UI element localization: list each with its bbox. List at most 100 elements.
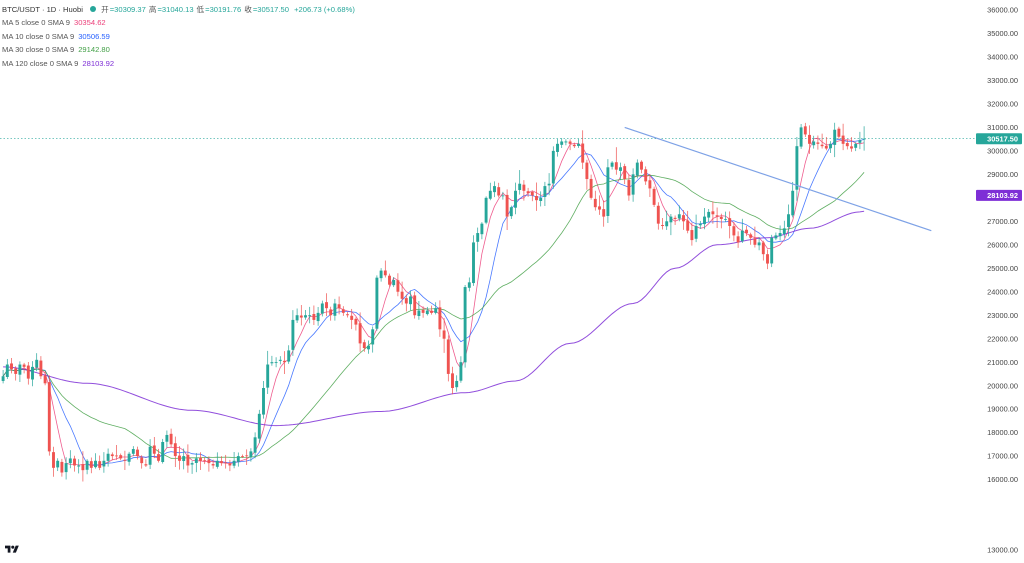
indicator-row[interactable]: MA 120 close 0 SMA 9 28103.92 [2, 57, 355, 70]
candle-body [493, 186, 496, 193]
indicator-name: MA 120 close 0 SMA 9 [2, 58, 79, 68]
candle-body [131, 449, 135, 454]
candle-body [110, 454, 114, 457]
candle-body [333, 303, 337, 316]
ohlc-value: =31040.13 [157, 5, 194, 14]
candle-body [635, 162, 639, 176]
candle-body [845, 143, 849, 147]
candle-body [123, 459, 127, 461]
candle-body [211, 464, 215, 466]
candle-body [610, 162, 614, 167]
symbol-title[interactable]: BTC/USDT · 1D · Huobi [2, 5, 83, 14]
candle-body [325, 302, 328, 309]
candle-body [488, 190, 492, 199]
candle-body [413, 295, 417, 316]
ma-line-5 [2, 137, 865, 467]
indicator-row[interactable]: MA 10 close 0 SMA 9 30506.59 [2, 30, 355, 43]
candle-body [106, 453, 110, 461]
indicator-row[interactable]: MA 30 close 0 SMA 9 29142.80 [2, 43, 355, 56]
candle-body [299, 315, 303, 318]
candle-body [472, 242, 475, 284]
candle-body [257, 413, 261, 439]
candle-body [749, 234, 753, 238]
indicator-name: MA 5 close 0 SMA 9 [2, 18, 70, 28]
candle-body [60, 461, 64, 473]
candle-body [5, 364, 9, 377]
y-tick-label: 34000.00 [987, 53, 1018, 62]
moving-average-layer [2, 137, 865, 467]
tradingview-logo-icon[interactable] [5, 544, 19, 555]
candle-body [430, 310, 433, 313]
candle-body [43, 375, 47, 384]
candle-body [808, 134, 811, 144]
candle-body [694, 226, 698, 239]
ma120-price-tag-bg [976, 189, 1022, 201]
indicator-value: 28103.92 [82, 58, 115, 68]
candle-body [627, 180, 631, 196]
candle-body [581, 143, 585, 163]
y-tick-label: 20000.00 [987, 381, 1018, 390]
ohlc-values: 开=30309.37 高=31040.13 低=30191.76 收=30517.50 [101, 5, 292, 14]
candle-body [22, 364, 26, 367]
candle-body [606, 167, 610, 216]
candle-body [379, 270, 383, 279]
candle-body [14, 368, 18, 374]
candle-body [644, 169, 648, 182]
candle-body [770, 237, 774, 264]
ohlc-label: 高 [148, 5, 157, 14]
indicator-value: 30506.59 [78, 31, 110, 41]
y-tick-label: 18000.00 [987, 428, 1018, 437]
candle-body [564, 141, 568, 143]
y-tick-label: 32000.00 [987, 100, 1018, 109]
candle-body [220, 461, 223, 464]
candle-body [73, 458, 76, 466]
candle-body [232, 460, 236, 466]
candle-body [161, 442, 165, 462]
candle-body [434, 308, 438, 313]
candle-body [652, 188, 656, 205]
trendline[interactable] [624, 126, 932, 232]
candle-body [862, 138, 866, 140]
candle-body [774, 235, 778, 239]
y-tick-label: 31000.00 [987, 123, 1018, 132]
candle-body [480, 223, 484, 235]
ma120-price-tag: 28103.92 [987, 191, 1018, 200]
indicator-row[interactable]: MA 5 close 0 SMA 9 30354.62 [2, 16, 355, 29]
candle-body [556, 143, 559, 152]
candle-body [598, 206, 601, 210]
candle-body [782, 228, 786, 234]
candle-body [530, 191, 534, 196]
y-tick-label: 13000.00 [987, 546, 1018, 555]
candle-body [833, 129, 837, 145]
candle-body [690, 230, 694, 241]
candle-body [757, 242, 761, 246]
candle-body [467, 282, 471, 288]
candle-body [745, 229, 748, 234]
candle-body [215, 460, 219, 467]
candle-body [766, 254, 769, 264]
candle-body [350, 315, 354, 320]
y-tick-label: 35000.00 [987, 29, 1018, 38]
candle-body [623, 166, 627, 180]
candle-body [799, 127, 803, 147]
candle-body [463, 287, 467, 363]
candle-body [119, 455, 123, 459]
candle-body [648, 180, 652, 189]
price-axis[interactable]: 36000.00 35000.00 34000.00 33000.00 32000.00… [976, 6, 1022, 555]
candle-body [409, 296, 412, 305]
candle-body [614, 162, 618, 170]
candle-body [753, 238, 757, 245]
ohlc-label: 开 [101, 5, 109, 14]
ohlc-value: =30517.50 [252, 5, 289, 14]
candle-body [820, 144, 824, 147]
candle-body [253, 437, 257, 453]
candle-body [837, 128, 841, 137]
y-tick-label: 29000.00 [987, 170, 1018, 179]
y-tick-label: 21000.00 [987, 358, 1018, 367]
market-status-icon [90, 6, 97, 12]
candle-body [144, 464, 148, 466]
candle-body [707, 211, 711, 218]
last-price-tag-bg [976, 133, 1022, 145]
